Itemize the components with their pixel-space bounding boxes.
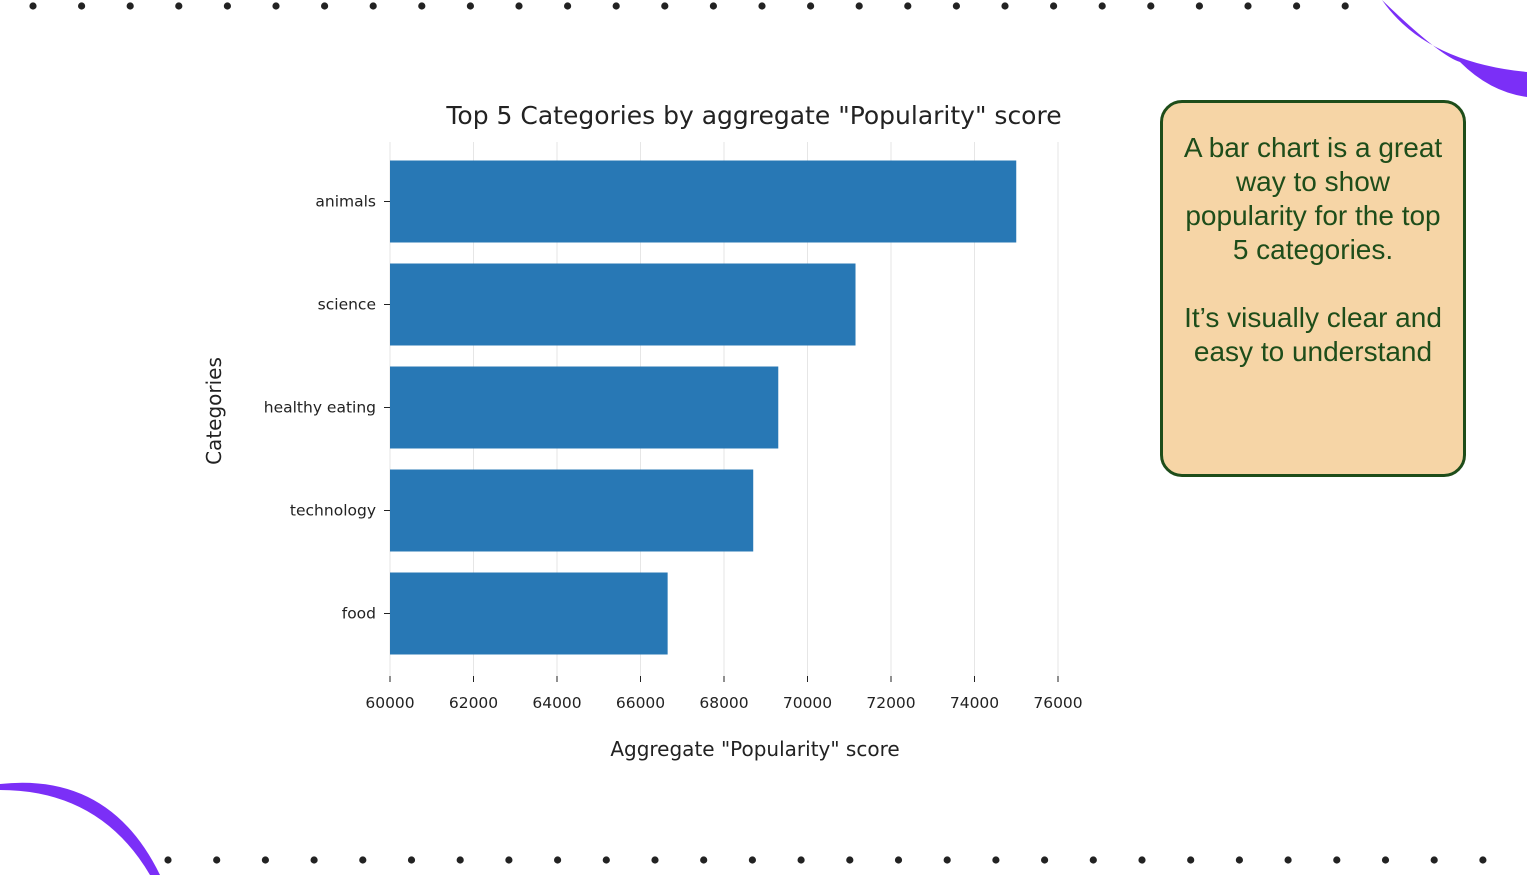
decorative-dot — [321, 2, 329, 10]
bar-animals — [390, 160, 1017, 243]
decorative-dot — [456, 856, 464, 864]
decorative-dot — [1187, 856, 1195, 864]
decorative-dot — [612, 2, 620, 10]
decorative-dot — [407, 856, 416, 864]
decorative-dot — [651, 856, 659, 864]
decorative-dot — [1050, 2, 1058, 10]
y-tick-label: food — [342, 605, 376, 623]
decorative-dot — [1147, 2, 1155, 10]
purple-arc-top-right — [1382, 0, 1527, 97]
decorative-dot — [78, 2, 86, 10]
decorative-dot — [661, 2, 669, 10]
note-paragraph-1: A bar chart is a great way to show popul… — [1183, 132, 1443, 265]
bar-food — [390, 572, 668, 655]
decorative-dot — [554, 856, 562, 864]
chart-title: Top 5 Categories by aggregate "Popularit… — [445, 101, 1061, 130]
decorative-dot — [846, 856, 854, 864]
decorative-dot — [1089, 856, 1097, 864]
y-tick-label: technology — [290, 502, 376, 520]
decorative-dot — [175, 2, 183, 10]
decorative-dot — [1430, 856, 1438, 864]
decorative-dot — [1293, 2, 1301, 10]
decorative-dot — [1244, 2, 1252, 10]
decorative-dot — [943, 856, 951, 864]
decorative-dot — [564, 2, 572, 10]
decorative-dot — [1381, 856, 1390, 864]
y-tick-label: science — [318, 296, 376, 314]
decorative-dot — [261, 856, 269, 864]
decorative-dot — [466, 2, 474, 10]
decorative-dot — [418, 2, 426, 10]
decorative-dot — [1001, 2, 1009, 10]
decorative-dot — [505, 856, 513, 864]
decorative-dot — [1138, 856, 1146, 864]
x-tick-label: 60000 — [365, 694, 414, 712]
decorative-dot — [29, 2, 37, 10]
decorative-dot — [758, 2, 766, 10]
decorative-dot — [952, 2, 961, 10]
chart-bars — [390, 160, 1017, 655]
decorative-dot — [904, 2, 912, 10]
decorative-dot — [515, 2, 523, 10]
decorative-dot — [807, 2, 815, 10]
decorative-dot — [126, 2, 134, 10]
x-tick-label: 72000 — [866, 694, 915, 712]
bar-healthy-eating — [390, 366, 779, 449]
decorative-dot — [894, 856, 903, 864]
decorative-dot — [1235, 856, 1243, 864]
x-axis-ticks: 60000 62000 64000 66000 68000 70000 72000 74000… — [365, 676, 1083, 712]
y-tick-label: healthy eating — [264, 399, 376, 417]
decorative-dot — [709, 2, 718, 10]
x-tick-label: 68000 — [699, 694, 748, 712]
x-tick-label: 76000 — [1033, 694, 1082, 712]
x-tick-label: 74000 — [950, 694, 999, 712]
x-axis-label: Aggregate "Popularity" score — [610, 737, 899, 761]
x-tick-label: 70000 — [783, 694, 832, 712]
note-paragraph-2: It’s visually clear and easy to understa… — [1184, 302, 1442, 367]
decorative-dot — [369, 2, 377, 10]
dotted-border-top — [29, 2, 1349, 10]
y-tick-label: animals — [315, 193, 376, 211]
x-tick-label: 62000 — [449, 694, 498, 712]
bar-technology — [390, 469, 754, 552]
decorative-dot — [1041, 856, 1049, 864]
decorative-dot — [1341, 2, 1349, 10]
decorative-dot — [1284, 856, 1292, 864]
dotted-border-bottom — [164, 856, 1487, 864]
decorative-dot — [1098, 2, 1106, 10]
x-tick-label: 66000 — [616, 694, 665, 712]
decorative-dot — [992, 856, 1000, 864]
decorative-dot — [223, 2, 231, 10]
x-tick-label: 64000 — [532, 694, 581, 712]
note-callout: A bar chart is a great way to show popul… — [1160, 100, 1466, 477]
decorative-dot — [272, 2, 280, 10]
y-axis-ticks: animals science healthy eating technology fo… — [264, 193, 390, 623]
decorative-dot — [164, 856, 172, 864]
decorative-dot — [359, 856, 367, 864]
y-axis-label: Categories — [202, 357, 226, 465]
bar-science — [390, 263, 856, 346]
decorative-dot — [1333, 856, 1341, 864]
decorative-dot — [1195, 2, 1203, 10]
decorative-dot — [1479, 856, 1487, 864]
decorative-dot — [602, 856, 610, 864]
decorative-dot — [797, 856, 805, 864]
purple-arc-bottom-left — [0, 782, 160, 875]
decorative-dot — [310, 856, 318, 864]
decorative-dot — [748, 856, 757, 864]
decorative-dot — [855, 2, 863, 10]
decorative-dot — [700, 856, 708, 864]
decorative-dot — [213, 856, 221, 864]
